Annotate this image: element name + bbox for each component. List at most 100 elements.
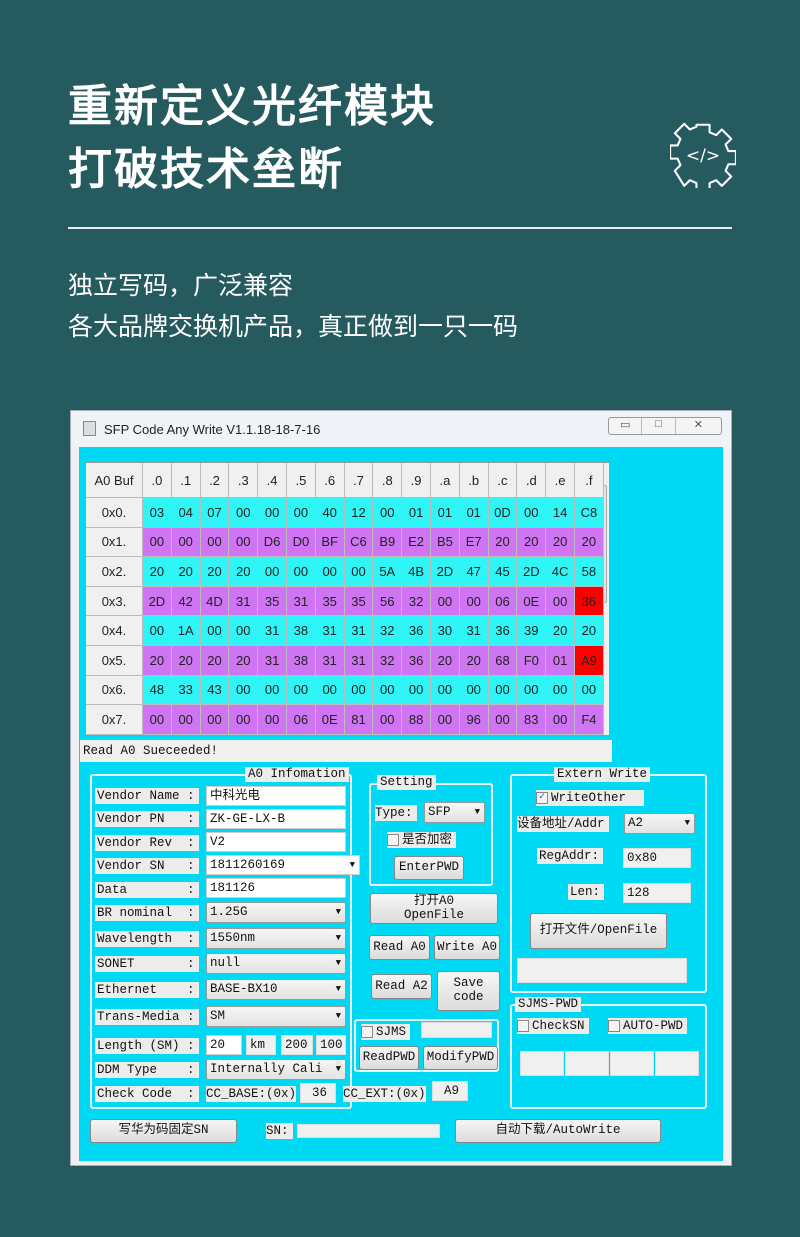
hex-cell[interactable]: 12 <box>344 498 374 528</box>
hex-cell[interactable]: 00 <box>229 498 259 528</box>
len-input[interactable]: 128 <box>623 883 691 903</box>
hex-cell[interactable]: 31 <box>315 646 345 676</box>
write-huawei-sn-button[interactable]: 写华为码固定SN <box>90 1119 237 1143</box>
hex-cell[interactable]: 2D <box>143 586 172 617</box>
hex-cell[interactable]: 45 <box>488 557 518 587</box>
hex-cell[interactable]: 01 <box>431 498 460 528</box>
hex-cell[interactable]: 31 <box>229 586 259 617</box>
hex-cell[interactable]: 31 <box>315 616 345 646</box>
hex-cell[interactable]: 4B <box>402 557 431 587</box>
hex-cell[interactable]: 00 <box>258 557 287 587</box>
hex-cell[interactable]: B9 <box>373 527 403 558</box>
file-path-input[interactable] <box>517 958 687 983</box>
hex-cell[interactable]: 20 <box>171 646 201 676</box>
hex-cell[interactable]: 00 <box>200 527 230 558</box>
hex-cell[interactable]: 03 <box>143 498 172 528</box>
hex-cell[interactable]: 00 <box>517 498 547 528</box>
hex-cell[interactable]: 31 <box>258 616 287 646</box>
hex-cell[interactable]: 36 <box>488 616 518 646</box>
close-button[interactable]: ✕ <box>693 419 703 431</box>
hex-cell[interactable]: 47 <box>459 557 489 587</box>
hex-cell[interactable]: 38 <box>287 646 316 676</box>
hex-cell[interactable]: 20 <box>488 527 518 558</box>
hex-cell[interactable]: 20 <box>200 646 230 676</box>
hex-cell[interactable]: 00 <box>287 498 316 528</box>
open-a0-file-button[interactable]: 打开A0 OpenFile <box>370 893 498 924</box>
hex-cell[interactable]: 00 <box>546 705 575 735</box>
hex-cell[interactable]: 00 <box>373 705 403 735</box>
hex-cell[interactable]: 00 <box>258 705 287 735</box>
hex-cell[interactable]: 00 <box>431 586 460 617</box>
hex-cell[interactable]: 56 <box>373 586 403 617</box>
vendor-pn-input[interactable]: ZK-GE-LX-B <box>206 809 346 829</box>
hex-cell[interactable]: 2D <box>431 557 460 587</box>
open-file-button[interactable]: 打开文件/OpenFile <box>530 913 667 949</box>
hex-cell[interactable]: 30 <box>431 616 460 646</box>
hex-cell[interactable]: 68 <box>488 646 518 676</box>
hex-cell[interactable]: 00 <box>229 527 259 558</box>
hex-cell[interactable]: 0D <box>488 498 518 528</box>
length-km-input[interactable]: 20 <box>206 1035 242 1055</box>
hex-cell[interactable]: 20 <box>546 616 575 646</box>
check-sn-checkbox[interactable]: CheckSN <box>517 1018 589 1034</box>
hex-cell[interactable]: 32 <box>373 616 403 646</box>
reg-addr-input[interactable]: 0x80 <box>623 848 691 868</box>
hex-cell[interactable]: 00 <box>373 675 403 706</box>
hex-cell[interactable]: 00 <box>575 675 604 706</box>
hex-cell[interactable]: 00 <box>229 675 259 706</box>
hex-cell[interactable]: 20 <box>575 616 604 646</box>
hex-cell[interactable]: 20 <box>459 646 489 676</box>
hex-cell[interactable]: 32 <box>373 646 403 676</box>
hex-cell[interactable]: 1A <box>171 616 201 646</box>
hex-cell[interactable]: 20 <box>200 557 230 587</box>
hex-cell[interactable]: 40 <box>315 498 345 528</box>
hex-cell[interactable]: 58 <box>575 557 604 587</box>
hex-cell[interactable]: 43 <box>200 675 230 706</box>
sjms-checkbox[interactable]: SJMS <box>361 1024 411 1040</box>
hex-cell[interactable]: 00 <box>287 675 316 706</box>
hex-cell[interactable]: 00 <box>315 557 345 587</box>
vendor-rev-input[interactable]: V2 <box>206 832 346 852</box>
hex-cell[interactable]: 36 <box>402 646 431 676</box>
hex-cell[interactable]: 00 <box>344 675 374 706</box>
hex-cell[interactable]: 00 <box>488 705 518 735</box>
minimize-button[interactable]: ▭ <box>609 418 643 434</box>
vendor-sn-combo[interactable]: 1811260169 ▼ <box>206 855 360 875</box>
hex-cell[interactable]: 4D <box>200 586 230 617</box>
hex-cell[interactable]: 31 <box>287 586 316 617</box>
hex-cell[interactable]: 00 <box>517 675 547 706</box>
length-field-3[interactable]: 100: <box>316 1035 346 1055</box>
hex-cell[interactable]: 00 <box>459 586 489 617</box>
hex-cell[interactable]: 31 <box>459 616 489 646</box>
read-pwd-button[interactable]: ReadPWD <box>359 1046 419 1070</box>
hex-cell[interactable]: 0E <box>315 705 345 735</box>
hex-cell[interactable]: 20 <box>229 557 259 587</box>
hex-cell[interactable]: 00 <box>431 705 460 735</box>
modify-pwd-button[interactable]: ModifyPWD <box>423 1046 498 1070</box>
hex-cell[interactable]: 20 <box>143 557 172 587</box>
sn-input[interactable] <box>297 1124 440 1138</box>
hex-cell[interactable]: A9 <box>575 646 604 676</box>
hex-cell[interactable]: 00 <box>258 675 287 706</box>
hex-cell[interactable]: 00 <box>459 675 489 706</box>
hex-cell[interactable]: 06 <box>287 705 316 735</box>
hex-cell[interactable]: F0 <box>517 646 547 676</box>
hex-cell[interactable]: B5 <box>431 527 460 558</box>
hex-cell[interactable]: 20 <box>143 646 172 676</box>
hex-cell[interactable]: 00 <box>171 527 201 558</box>
encrypt-checkbox[interactable]: 是否加密 <box>387 832 457 848</box>
hex-cell[interactable]: 39 <box>517 616 547 646</box>
type-select[interactable]: SFP ▼ <box>424 802 485 823</box>
hex-cell[interactable]: 81 <box>344 705 374 735</box>
hex-cell[interactable]: 35 <box>258 586 287 617</box>
hex-cell[interactable]: 20 <box>517 527 547 558</box>
ethernet-select[interactable]: BASE-BX10 ▼ <box>206 979 346 1000</box>
hex-cell[interactable]: 00 <box>229 616 259 646</box>
hex-cell[interactable]: D0 <box>287 527 316 558</box>
hex-cell[interactable]: 01 <box>402 498 431 528</box>
hex-cell[interactable]: 35 <box>344 586 374 617</box>
hex-cell[interactable]: 4C <box>546 557 575 587</box>
hex-cell[interactable]: 83 <box>517 705 547 735</box>
hex-cell[interactable]: 00 <box>143 616 172 646</box>
trans-media-select[interactable]: SM ▼ <box>206 1006 346 1027</box>
